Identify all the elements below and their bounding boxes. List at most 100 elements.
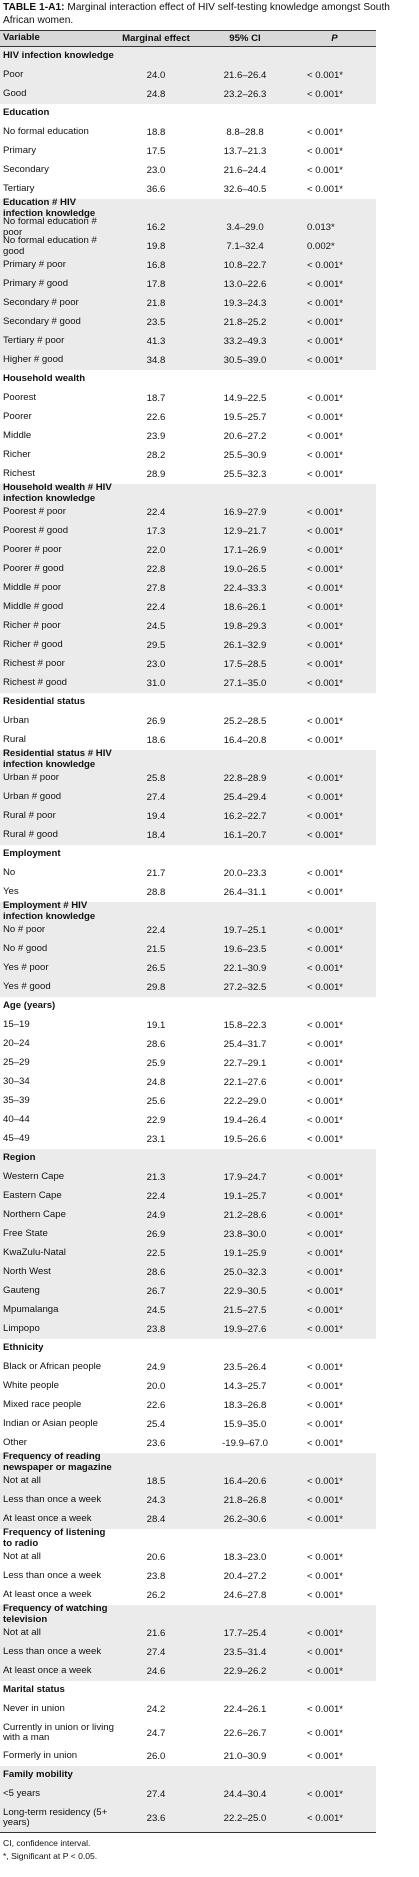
cell: < 0.001* [307,1324,344,1335]
section-row: Region [0,1149,376,1168]
cell: < 0.001* [307,640,344,651]
cell: 19.5–25.7 [223,412,267,423]
cell: Richer # good [3,639,63,651]
section-title: Education [3,107,50,119]
cell: 23.8–30.0 [223,1229,267,1240]
cell: < 0.001* [307,1020,344,1031]
table-row: Richer # poor 24.5 19.8–29.3 < 0.001* [0,617,376,636]
cell: < 0.001* [307,1628,344,1639]
cell: 14.9–22.5 [223,393,267,404]
cell: 16.1–20.7 [223,830,267,841]
cell: Limpopo [3,1323,40,1335]
cell: 18.6–26.1 [223,602,267,613]
cell: 18.7 [146,393,166,404]
cell: 25.0–32.3 [223,1267,267,1278]
cell: 22.4 [146,925,166,936]
cell: < 0.001* [307,982,344,993]
cell: 22.9 [146,1115,166,1126]
cell: 19.8 [146,241,166,252]
section-row: Frequency of reading newspaper or magazi… [0,1451,376,1472]
cell: < 0.001* [307,1812,344,1824]
cell: Poorest # good [3,525,69,537]
cell: 17.1–26.9 [223,545,267,556]
cell: < 0.001* [307,146,344,157]
table-row: Richer 28.2 25.5–30.9 < 0.001* [0,446,376,465]
cell: Poorer # poor [3,544,62,556]
cell: 25.6 [146,1096,166,1107]
cell: < 0.001* [307,70,344,81]
cell: < 0.001* [307,1096,344,1107]
table-row: 40–44 22.9 19.4–26.4 < 0.001* [0,1111,376,1130]
cell: 22.4 [146,507,166,518]
cell: 20–24 [3,1038,30,1050]
cell: 28.2 [146,450,166,461]
title-text: Marginal interaction effect of HIV self-… [3,2,390,26]
cell: 22.1–30.9 [223,963,267,974]
cell: Higher # good [3,354,64,366]
cell: 22.2–29.0 [223,1096,267,1107]
title-label: TABLE 1-A1: [3,2,65,13]
cell: < 0.001* [307,716,344,727]
table-row: Poorer # poor 22.0 17.1–26.9 < 0.001* [0,541,376,560]
cell: Richest # good [3,677,67,689]
cell: 36.6 [146,184,166,195]
cell: 7.1–32.4 [226,241,264,252]
cell: 22.7–29.1 [223,1058,267,1069]
cell: < 0.001* [307,1476,344,1487]
cell: 0.002* [307,241,335,252]
cell: < 0.001* [307,1172,344,1183]
cell: 24.6–27.8 [223,1590,267,1601]
cell: KwaZulu-Natal [3,1247,66,1259]
cell: No # good [3,943,48,955]
cell: 8.8–28.8 [226,127,264,138]
cell: Yes # good [3,981,51,993]
cell: 22.9–30.5 [223,1286,267,1297]
cell: < 0.001* [307,1400,344,1411]
table-row: Other 23.6 -19.9–67.0 < 0.001* [0,1434,376,1453]
cell: 21.5–27.5 [223,1305,267,1316]
cell: 22.6 [146,412,166,423]
cell: 20.4–27.2 [223,1571,267,1582]
cell: Urban # poor [3,772,59,784]
cell: 25–29 [3,1057,30,1069]
cell: 22.6–26.7 [223,1727,267,1739]
cell: 19.1–25.9 [223,1248,267,1259]
cell: 24.4–30.4 [223,1789,267,1800]
cell: 25.4 [146,1419,166,1430]
cell: 23.9 [146,431,166,442]
cell: 21.8–26.8 [223,1495,267,1506]
cell: 27.8 [146,583,166,594]
table-row: Poorest # poor 22.4 16.9–27.9 < 0.001* [0,503,376,522]
cell: Currently in union or living with a man [3,1721,114,1743]
cell: Northern Cape [3,1209,66,1221]
cell: 24.3 [146,1495,166,1506]
cell: 18.5 [146,1476,166,1487]
cell: < 0.001* [307,1058,344,1069]
section-row: Education # HIV infection knowledge [0,197,376,218]
cell: Poorest # poor [3,506,66,518]
section-row: Family mobility [0,1766,376,1785]
table-row: North West 28.6 25.0–32.3 < 0.001* [0,1263,376,1282]
cell: < 0.001* [307,1438,344,1449]
table-row: Urban 26.9 25.2–28.5 < 0.001* [0,712,376,731]
table-row: Formerly in union 26.0 21.0–30.9 < 0.001* [0,1747,376,1766]
cell: 21.8 [146,298,166,309]
cell: Middle # poor [3,582,62,594]
cell: 18.3–23.0 [223,1552,267,1563]
cell: At least once a week [3,1589,92,1601]
cell: 40–44 [3,1114,30,1126]
cell: < 0.001* [307,1381,344,1392]
cell: 27.4 [146,1789,166,1800]
table-row: Poorest 18.7 14.9–22.5 < 0.001* [0,389,376,408]
cell: < 0.001* [307,298,344,309]
cell: 22.0 [146,545,166,556]
table-row: No formal education # good 19.8 7.1–32.4 0.… [0,235,376,256]
cell: < 0.001* [307,89,344,100]
cell: < 0.001* [307,260,344,271]
section-row: Frequency of watching television [0,1603,376,1624]
table-row: 20–24 28.6 25.4–31.7 < 0.001* [0,1035,376,1054]
table-row: 35–39 25.6 22.2–29.0 < 0.001* [0,1092,376,1111]
table-row: Rural # good 18.4 16.1–20.7 < 0.001* [0,826,376,845]
cell: < 0.001* [307,621,344,632]
